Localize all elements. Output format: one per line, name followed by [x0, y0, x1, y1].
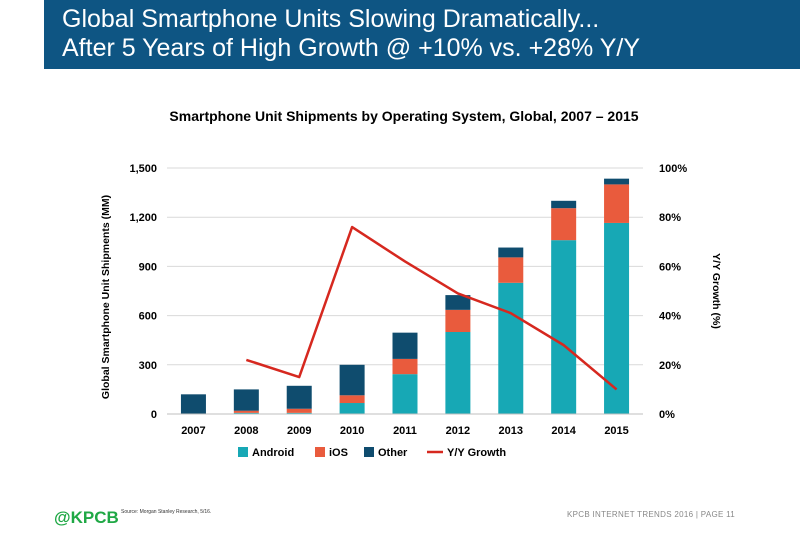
x-tick-label: 2011	[393, 425, 417, 437]
y-tick-label-right: 40%	[659, 311, 681, 323]
y-tick-label-right: 100%	[659, 163, 687, 175]
bar-other-2012	[445, 295, 471, 310]
y-axis-label-left: Global Smartphone Unit Shipments (MM)	[100, 195, 112, 399]
bar-android-2015	[604, 222, 630, 414]
bar-android-2012	[445, 332, 471, 414]
header-banner: Global Smartphone Units Slowing Dramatic…	[44, 0, 800, 69]
bar-other-2013	[498, 247, 524, 258]
bar-android-2011	[392, 374, 418, 414]
legend-swatch-other	[364, 447, 374, 457]
bar-other-2008	[233, 389, 259, 411]
legend-swatch-ios	[315, 447, 325, 457]
bar-ios-2011	[392, 358, 418, 375]
bar-android-2009	[286, 412, 312, 414]
x-tick-label: 2009	[287, 425, 311, 437]
x-tick-label: 2014	[551, 425, 576, 437]
slide-title-line-2: After 5 Years of High Growth @ +10% vs. …	[62, 34, 641, 62]
bar-ios-2015	[604, 184, 630, 223]
bar-android-2013	[498, 282, 524, 414]
bar-other-2014	[551, 200, 577, 209]
y-tick-label-right: 80%	[659, 212, 681, 224]
y-tick-label-left: 0	[151, 409, 157, 421]
y-tick-label-left: 1,200	[129, 212, 157, 224]
bar-other-2011	[392, 332, 418, 359]
legend-label-yy-growth: Y/Y Growth	[447, 447, 506, 459]
bar-other-2009	[286, 385, 312, 409]
bar-android-2008	[233, 412, 259, 414]
x-tick-label: 2008	[234, 425, 258, 437]
bar-ios-2008	[233, 410, 259, 413]
legend-label-android: Android	[252, 447, 294, 459]
bar-android-2010	[339, 403, 365, 414]
bar-ios-2012	[445, 309, 471, 332]
x-tick-label: 2015	[604, 425, 628, 437]
legend-swatch-android	[238, 447, 248, 457]
bar-other-2010	[339, 364, 365, 396]
bar-ios-2009	[286, 408, 312, 413]
bar-other-2015	[604, 178, 630, 185]
legend-label-ios: iOS	[329, 447, 348, 459]
y-tick-label-left: 1,500	[129, 163, 157, 175]
kpcb-logo: @KPCB	[54, 508, 119, 527]
x-tick-label: 2007	[181, 425, 205, 437]
x-tick-label: 2013	[499, 425, 523, 437]
y-axis-label-right: Y/Y Growth (%)	[710, 253, 722, 329]
bar-android-2014	[551, 240, 577, 414]
x-tick-label: 2010	[340, 425, 364, 437]
chart-title: Smartphone Unit Shipments by Operating S…	[169, 108, 638, 124]
bar-ios-2013	[498, 257, 524, 283]
slide-title-line-1: Global Smartphone Units Slowing Dramatic…	[62, 5, 600, 33]
y-tick-label-left: 300	[139, 360, 157, 372]
legend-label-other: Other	[378, 447, 408, 459]
footer-page-label: KPCB INTERNET TRENDS 2016 | PAGE 11	[567, 510, 736, 519]
line-yy-growth	[245, 225, 618, 391]
y-tick-label-left: 600	[139, 311, 157, 323]
y-tick-label-right: 0%	[659, 409, 675, 421]
y-tick-label-right: 60%	[659, 261, 681, 273]
bar-ios-2010	[339, 395, 365, 404]
bar-ios-2014	[551, 208, 577, 241]
bar-other-2007	[180, 394, 206, 414]
x-tick-label: 2012	[446, 425, 470, 437]
y-tick-label-right: 20%	[659, 360, 681, 372]
source-note: Source: Morgan Stanley Research, 5/16.	[121, 509, 212, 515]
y-tick-label-left: 900	[139, 261, 157, 273]
